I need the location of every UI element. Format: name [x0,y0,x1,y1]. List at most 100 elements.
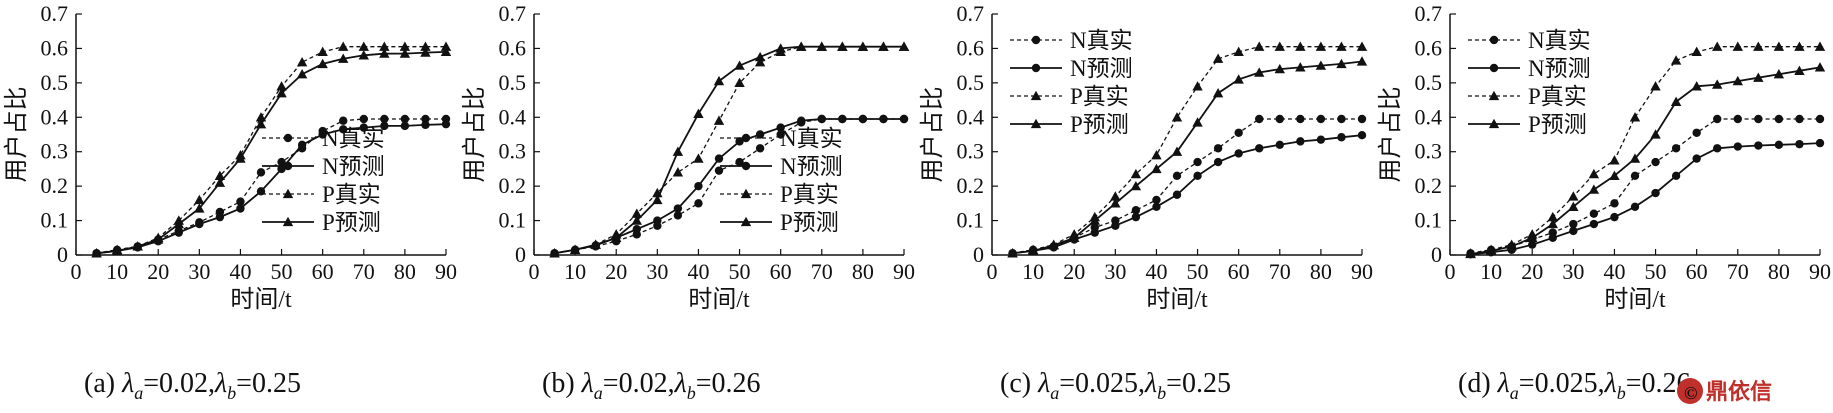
caption-sub-b: b [687,383,696,403]
y-tick-label: 0.3 [1415,139,1443,164]
legend-marker [282,188,294,199]
data-point [235,153,246,163]
data-point [1171,112,1183,122]
legend-label: N预测 [322,154,385,179]
data-point [1212,87,1224,98]
x-tick-label: 30 [1562,259,1584,284]
panel-caption: (a) λa=0.02,λb=0.25 [84,368,301,403]
data-point [399,48,411,58]
y-tick-label: 0.5 [957,70,985,95]
data-point [1275,140,1284,150]
data-point [236,204,245,213]
data-point [1048,240,1059,250]
data-point [1651,157,1660,167]
data-point [379,41,390,51]
data-point [694,199,703,208]
x-tick-label: 90 [435,259,457,284]
data-point [1316,114,1326,124]
caption-sub-a: a [1050,383,1059,403]
data-point [440,46,452,57]
data-point [1753,41,1764,51]
data-point [338,53,349,63]
series-3 [91,41,452,258]
series-line [1470,142,1821,256]
data-point [754,51,766,62]
y-tick-label: 0.1 [1415,208,1443,233]
caption-value-b: =0.25 [236,368,301,399]
legend-marker [741,161,751,171]
data-point [879,114,888,124]
data-point [317,46,328,57]
data-point [797,116,806,125]
data-point [91,248,102,258]
data-point [1732,75,1743,86]
data-point [1233,46,1244,57]
series-1 [92,114,451,258]
data-point [440,41,452,51]
brand-logo-glyph: © [1684,383,1697,403]
series-line [1012,60,1363,255]
y-tick-label: 0.5 [41,70,69,95]
data-point [755,144,765,153]
legend-label: P预测 [1528,112,1587,137]
data-point [549,248,560,258]
data-point [1131,206,1141,215]
series-line [96,46,446,254]
y-tick-label: 0.6 [499,35,527,60]
data-point [441,119,451,129]
data-point [420,41,431,51]
data-point [673,211,683,220]
data-point [194,194,205,205]
x-tick-label: 50 [271,259,293,284]
data-point [899,114,909,124]
data-point [590,239,601,249]
series-line [554,118,904,255]
data-point [1713,114,1722,124]
y-tick-label: 0.7 [957,1,985,26]
x-tick-label: 80 [852,259,874,284]
data-point [339,125,348,134]
data-point [1650,81,1661,91]
data-point [1316,135,1326,144]
data-point [1629,112,1641,122]
x-tick-label: 90 [893,259,915,284]
data-point [318,130,327,139]
data-point [693,108,704,119]
data-point [1275,114,1284,124]
legend-label: P预测 [322,210,381,235]
x-tick-label: 0 [1445,259,1456,284]
data-point [277,157,286,167]
x-tick-label: 40 [229,259,251,284]
data-point [1007,248,1018,258]
data-point [714,154,724,163]
data-point [1527,232,1538,242]
data-point [1753,72,1764,82]
data-point [735,157,744,167]
data-point [174,228,183,237]
legend-marker [1030,90,1042,101]
y-tick-label: 0.5 [1415,70,1443,95]
data-point [1691,81,1702,91]
data-point [755,130,765,139]
y-tick-label: 0.7 [499,1,527,26]
data-point [1233,74,1244,84]
y-tick-label: 0.2 [499,173,527,198]
data-point [1569,219,1578,229]
data-point [693,153,704,163]
caption-value-a: =0.025, [1059,368,1145,399]
x-tick-label: 70 [1269,259,1291,284]
y-axis-title: 用户占比 [3,87,30,183]
data-point [837,41,848,51]
series-line [96,51,447,255]
series-4 [549,41,910,258]
data-point [1234,128,1243,137]
caption-lambda-a: λ [1497,368,1510,399]
data-point [1568,201,1579,211]
data-point [1547,218,1558,229]
data-point [1295,41,1306,51]
caption-label: (a) [84,368,122,399]
data-point [775,43,786,53]
data-point [1337,114,1346,124]
chart-panel-1: 0 10 20 30 40 50 60 70 80 90 0 0.1 0.2 0.3 0.4 0.5 0.6 0.… [3,1,457,403]
caption-value-b: =0.26 [696,368,761,399]
